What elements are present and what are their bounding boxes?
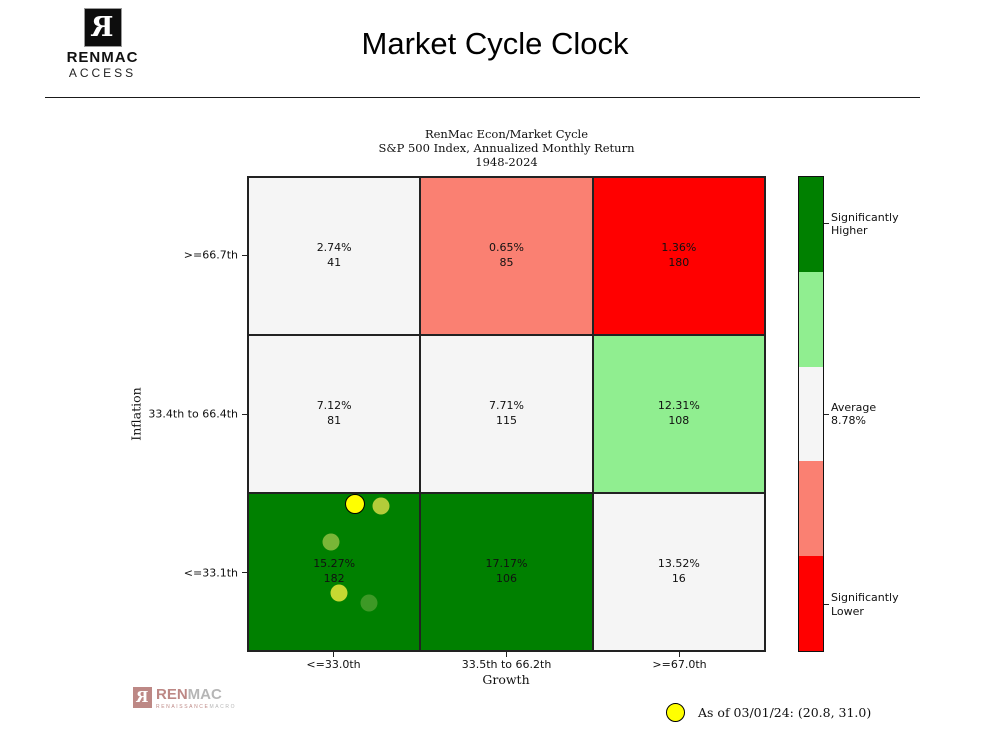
watermark-renaissance: RENAISSANCE bbox=[156, 704, 210, 710]
colorbar-tick bbox=[824, 413, 829, 415]
y-tick bbox=[242, 254, 247, 256]
watermark-macro: MACRO bbox=[209, 704, 237, 710]
renmac-watermark-text: RENMAC RENAISSANCEMACRO bbox=[156, 687, 236, 710]
colorbar-tick bbox=[824, 603, 829, 605]
x-tick bbox=[506, 652, 507, 657]
watermark-ren: REN bbox=[156, 686, 188, 703]
heatmap-cell: 7.71% 115 bbox=[420, 335, 593, 493]
cell-count: 106 bbox=[495, 572, 517, 585]
brand-name: RENMAC bbox=[66, 49, 139, 66]
trail-dot bbox=[372, 497, 390, 515]
colorbar-segment bbox=[799, 271, 823, 367]
cell-return-value: 13.52% bbox=[657, 557, 700, 571]
cell-return-value: 17.17% bbox=[485, 557, 528, 571]
header-divider bbox=[45, 97, 920, 98]
cell-count: 108 bbox=[668, 414, 690, 427]
trail-dot bbox=[330, 584, 348, 601]
heatmap-cell: 0.65% 85 bbox=[420, 177, 593, 335]
heatmap-cell: 15.27% 182 bbox=[248, 493, 421, 651]
y-tick bbox=[242, 572, 247, 574]
colorbar-label: Average 8.78% bbox=[831, 400, 877, 427]
chart-title-line1: RenMac Econ/Market Cycle bbox=[424, 127, 589, 141]
colorbar-segment bbox=[799, 556, 823, 651]
y-tick-label: <=33.1th bbox=[183, 566, 238, 580]
cell-return-value: 7.71% bbox=[489, 399, 524, 413]
cell-return-value: 12.31% bbox=[657, 399, 700, 413]
colorbar bbox=[798, 176, 824, 652]
cell-count: 115 bbox=[495, 414, 517, 427]
renmac-watermark: R RENMAC RENAISSANCEMACRO bbox=[133, 687, 236, 710]
as-of-legend: As of 03/01/24: (20.8, 31.0) bbox=[666, 703, 871, 722]
heatmap-cell: 1.36% 180 bbox=[592, 177, 765, 335]
cell-count: 81 bbox=[327, 414, 342, 427]
current-point-icon bbox=[666, 703, 685, 722]
cell-return-value: 2.74% bbox=[316, 241, 352, 255]
trail-dot bbox=[322, 533, 340, 551]
renmac-access-logo: R RENMAC ACCESS bbox=[60, 8, 145, 80]
y-tick bbox=[242, 413, 247, 415]
colorbar-tick bbox=[824, 223, 829, 225]
cell-count: 182 bbox=[323, 572, 345, 585]
cell-count: 16 bbox=[671, 572, 686, 585]
page-title: Market Cycle Clock bbox=[361, 26, 629, 61]
cell-return-value: 7.12% bbox=[316, 399, 352, 413]
y-tick-label: 33.4th to 66.4th bbox=[148, 407, 238, 421]
x-tick bbox=[679, 652, 680, 657]
current-month-dot bbox=[344, 494, 365, 515]
heatmap-cell: 2.74% 41 bbox=[248, 177, 421, 335]
colorbar-segment bbox=[799, 177, 823, 272]
heatmap-cell: 17.17% 106 bbox=[420, 493, 593, 651]
chart-title: RenMac Econ/Market Cycle S&P 500 Index, … bbox=[247, 127, 766, 169]
x-axis-label: Growth bbox=[482, 672, 530, 687]
colorbar-segment bbox=[799, 366, 823, 462]
cell-return-value: 1.36% bbox=[661, 241, 697, 255]
cell-count: 180 bbox=[668, 256, 690, 269]
y-tick-label: >=66.7th bbox=[183, 248, 238, 262]
y-axis-label: Inflation bbox=[128, 387, 144, 441]
brand-subname: ACCESS bbox=[68, 66, 137, 80]
x-tick-label: <=33.0th bbox=[306, 658, 361, 671]
chart-title-line2: S&P 500 Index, Annualized Monthly Return bbox=[378, 141, 635, 156]
cell-return-value: 15.27% bbox=[313, 557, 356, 571]
cell-count: 41 bbox=[327, 256, 342, 269]
x-tick bbox=[333, 652, 334, 657]
trail-dot bbox=[360, 594, 378, 612]
heatmap-cell: 13.52% 16 bbox=[592, 493, 765, 651]
cell-return-value: 0.65% bbox=[489, 241, 524, 255]
heatmap-cell: 12.31% 108 bbox=[592, 335, 765, 493]
colorbar-segment bbox=[799, 461, 823, 557]
chart-title-line3: 1948-2024 bbox=[475, 155, 538, 170]
cell-count: 85 bbox=[499, 256, 514, 269]
watermark-monogram-letter: R bbox=[136, 688, 149, 706]
as-of-legend-label: As of 03/01/24: (20.8, 31.0) bbox=[698, 705, 872, 720]
heatmap-cell: 7.12% 81 bbox=[248, 335, 421, 493]
x-tick-label: 33.5th to 66.2th bbox=[461, 658, 552, 671]
watermark-mac: MAC bbox=[187, 686, 222, 703]
renmac-watermark-icon: R bbox=[133, 687, 152, 708]
colorbar-label: Significantly Lower bbox=[831, 591, 899, 618]
colorbar-label: Significantly Higher bbox=[831, 210, 899, 237]
renmac-monogram-icon: R bbox=[83, 8, 122, 47]
heatmap-grid: 2.74% 41 0.65% 85 1.36% 180 7.12% 81 7.71% 115 12.… bbox=[247, 176, 766, 652]
x-tick-label: >=67.0th bbox=[652, 658, 707, 671]
